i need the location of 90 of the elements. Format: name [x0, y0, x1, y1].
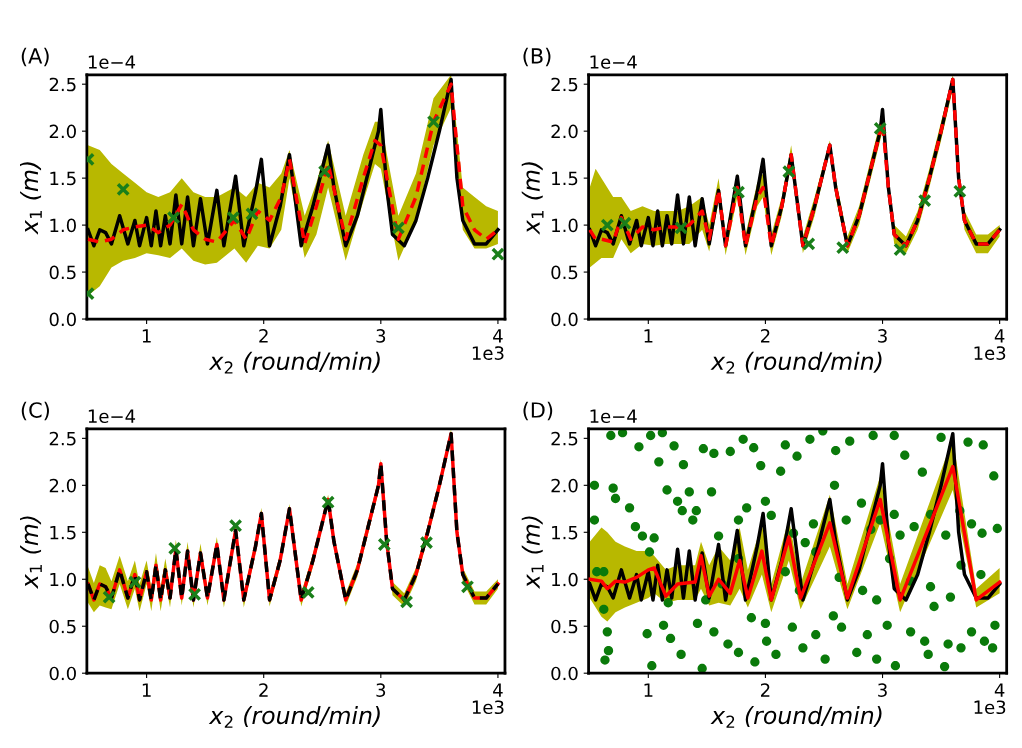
y-axis-title: x$_{1}$ (m): [521, 516, 544, 589]
point: [102, 590, 117, 604]
x-tick-label: 2: [259, 329, 268, 343]
text: 1e−4: [590, 409, 637, 424]
y-tick-label: 0.0: [551, 312, 578, 327]
x-tick-label: 4: [493, 329, 503, 343]
point: [491, 247, 505, 262]
y-tick-label: 2.0: [49, 478, 76, 493]
text: 1e3: [974, 700, 1006, 715]
y-tick-label: 1.0: [552, 218, 578, 233]
y-tick-label: 1.5: [552, 525, 578, 540]
point: [419, 535, 434, 550]
x-tick-label: 3: [376, 329, 386, 343]
point: [226, 210, 241, 225]
y-axis-title: x$_{1}$ (m): [20, 516, 42, 589]
y-tick-label: 2.5: [551, 77, 578, 92]
point: [801, 237, 816, 251]
point: [460, 579, 475, 594]
point: [391, 221, 406, 235]
chart-title: (C): [21, 401, 49, 421]
point: [952, 184, 967, 199]
y-tick-label: 0.5: [49, 619, 76, 634]
text: 1e−4: [590, 55, 637, 69]
point: [835, 240, 850, 255]
point: [674, 221, 688, 235]
point: [301, 585, 316, 600]
x-tick-label: 3: [878, 683, 887, 697]
point: [228, 518, 243, 533]
y-tick-label: 0.5: [551, 619, 578, 634]
x-axis-title: x$_{2}$ (round/min): [710, 705, 882, 728]
x-tick-label: 3: [376, 683, 386, 697]
y-tick-label: 2.5: [49, 431, 76, 446]
point: [617, 216, 632, 231]
point: [321, 495, 336, 510]
y-tick-label: 2.0: [551, 124, 578, 139]
x-tick-label: 1: [644, 683, 653, 697]
y-tick-label: 1.5: [50, 171, 76, 186]
point: [399, 594, 414, 609]
text: 1e3: [974, 346, 1006, 360]
x-tick-label: 3: [878, 329, 887, 343]
x-tick-label: 1: [142, 329, 151, 343]
x-axis-title: x$_{2}$ (round/min): [208, 705, 380, 728]
x-axis-title: x$_{2}$ (round/min): [710, 351, 882, 374]
chart-title: (A): [21, 47, 49, 67]
y-tick-label: 0.5: [551, 265, 578, 280]
y-tick-label: 0.5: [49, 265, 76, 280]
point: [731, 185, 746, 200]
y-tick-label: 1.5: [50, 525, 76, 540]
y-tick-label: 2.0: [551, 478, 578, 493]
point: [917, 193, 932, 208]
y-tick-label: 1.5: [552, 171, 578, 186]
point: [166, 210, 181, 225]
y-axis-title: x$_{1}$ (m): [521, 162, 544, 235]
y-tick-label: 2.5: [49, 77, 76, 92]
text: 1e−4: [88, 409, 136, 424]
point: [377, 537, 392, 552]
point: [893, 242, 907, 257]
chart-title: (D): [523, 401, 553, 421]
x-tick-label: 2: [761, 683, 770, 697]
text: 1e3: [472, 700, 504, 715]
x-tick-label: 2: [761, 329, 770, 343]
point: [245, 206, 259, 221]
text: 1e3: [472, 346, 504, 360]
point: [187, 587, 202, 602]
point: [781, 164, 796, 179]
point: [600, 218, 615, 232]
x-axis-title: x$_{2}$ (round/min): [208, 351, 380, 374]
x-tick-label: 4: [994, 329, 1005, 343]
point: [426, 114, 441, 129]
point: [116, 182, 131, 197]
x-tick-label: 1: [644, 329, 653, 343]
y-tick-label: 1.0: [552, 572, 578, 587]
y-tick-label: 2.5: [551, 431, 578, 446]
x-tick-label: 4: [493, 683, 503, 697]
y-tick-label: 2.0: [49, 124, 76, 139]
y-tick-label: 0.0: [49, 666, 76, 681]
x-tick-label: 4: [994, 683, 1005, 697]
y-tick-label: 0.0: [551, 666, 578, 681]
point: [128, 575, 142, 589]
point: [873, 121, 888, 136]
chart-title: (B): [523, 47, 551, 67]
point: [317, 164, 332, 179]
y-tick-label: 0.0: [49, 312, 76, 327]
y-axis-title: x$_{1}$ (m): [20, 162, 42, 235]
text: 1e−4: [88, 55, 136, 69]
x-tick-label: 2: [259, 683, 268, 697]
y-tick-label: 1.0: [50, 572, 76, 587]
x-tick-label: 1: [142, 683, 151, 697]
y-tick-label: 1.0: [50, 218, 76, 233]
point: [167, 541, 182, 556]
